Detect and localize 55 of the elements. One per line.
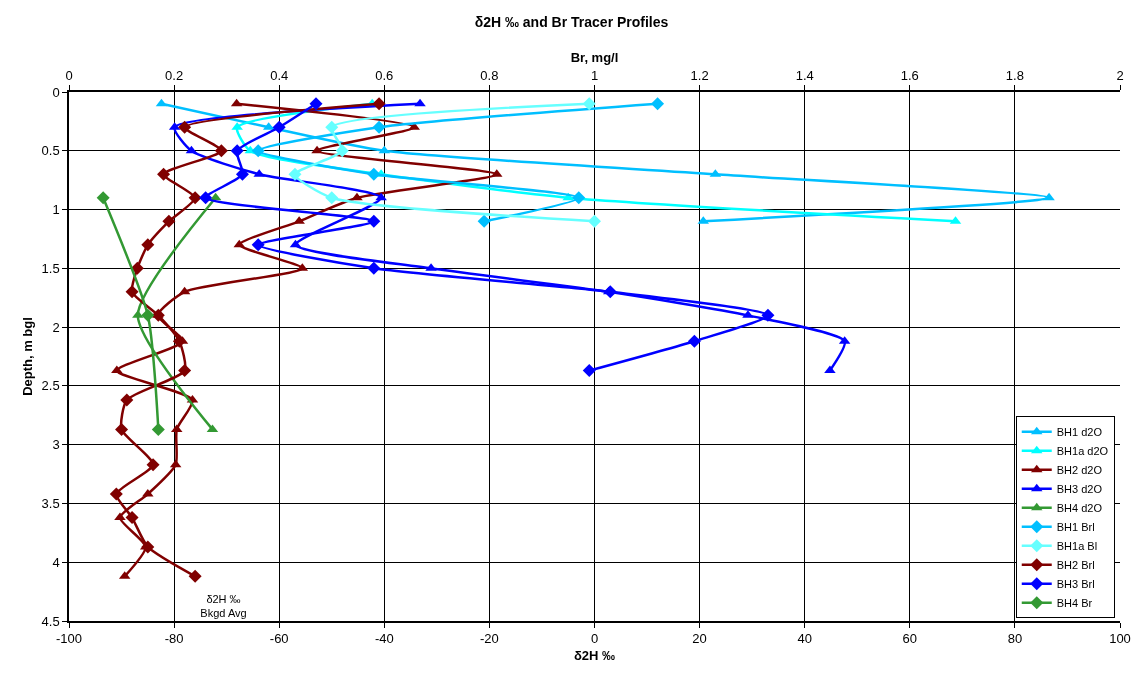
x-tick-label: 40 [797, 631, 812, 647]
y-tick-label: 4 [52, 554, 60, 570]
x-tick-label: 0 [590, 631, 599, 647]
x-tick-label: -40 [374, 631, 394, 647]
x-tick-label: 60 [902, 631, 918, 647]
point [375, 192, 387, 201]
x-tick-label: 80 [1007, 631, 1023, 647]
x2-tick-label: 0.6 [375, 68, 394, 84]
x2-tick-label: 1.6 [900, 68, 919, 84]
x2-tick-label: 1.8 [1005, 68, 1024, 84]
x-tick-label: 20 [692, 631, 707, 647]
y-tick-label: 0 [52, 84, 60, 100]
legend-label: BH2 Brl [1056, 559, 1095, 572]
legend-label: BH3 d2O [1056, 483, 1103, 496]
y-axis-title: Depth, m bgl [20, 317, 36, 396]
y-tick-label: 4.5 [41, 613, 60, 629]
y-tick-label: 2.5 [41, 378, 60, 394]
legend-label: BH2 d2O [1056, 464, 1103, 477]
x2-tick-label: 0.2 [165, 68, 184, 84]
legend-label: BH3 Brl [1056, 578, 1095, 591]
x2-tick-label: 1.4 [795, 68, 814, 84]
point [351, 192, 363, 201]
y-tick-label: 3.5 [41, 495, 60, 511]
y-tick-label: 2 [52, 319, 60, 335]
legend-label: BH1a d2O [1056, 445, 1109, 458]
x2-axis-title: Br, mg/l [570, 50, 619, 66]
point [414, 98, 426, 107]
point [114, 512, 126, 521]
y-tick-label: 3 [52, 437, 60, 453]
point [311, 145, 323, 154]
x-tick-label: 100 [1109, 631, 1131, 647]
x2-tick-label: 1 [590, 68, 599, 84]
y-tick-label: 0.5 [41, 143, 60, 159]
legend-label: BH1 d2O [1056, 426, 1103, 439]
point [111, 365, 123, 374]
legend-label: BH1a Bl [1056, 540, 1098, 553]
x-tick-label: -80 [164, 631, 184, 647]
x2-tick-label: 1.2 [690, 68, 709, 84]
y-tick-label: 1 [52, 202, 60, 218]
x-tick-label: -100 [55, 631, 83, 647]
x2-tick-label: 0 [65, 68, 73, 84]
x-tick-label: -60 [269, 631, 289, 647]
x2-tick-label: 2 [1116, 68, 1124, 84]
x2-tick-label: 0.4 [270, 68, 289, 84]
x-axis-title: δ2H ‰ [573, 648, 616, 664]
point [824, 365, 836, 374]
legend-label: BH1 Brl [1056, 521, 1095, 534]
point [1043, 192, 1055, 201]
x2-tick-label: 0.8 [480, 68, 499, 84]
chart-title: δ2H ‰ and Br Tracer Profiles [474, 13, 669, 30]
annotation: δ2H ‰ Bkgd Avg [200, 593, 247, 620]
legend-label: BH4 d2O [1056, 502, 1103, 515]
legend-label: BH4 Br [1056, 597, 1093, 610]
x-tick-label: -20 [480, 631, 499, 647]
y-tick-label: 1.5 [41, 260, 60, 276]
